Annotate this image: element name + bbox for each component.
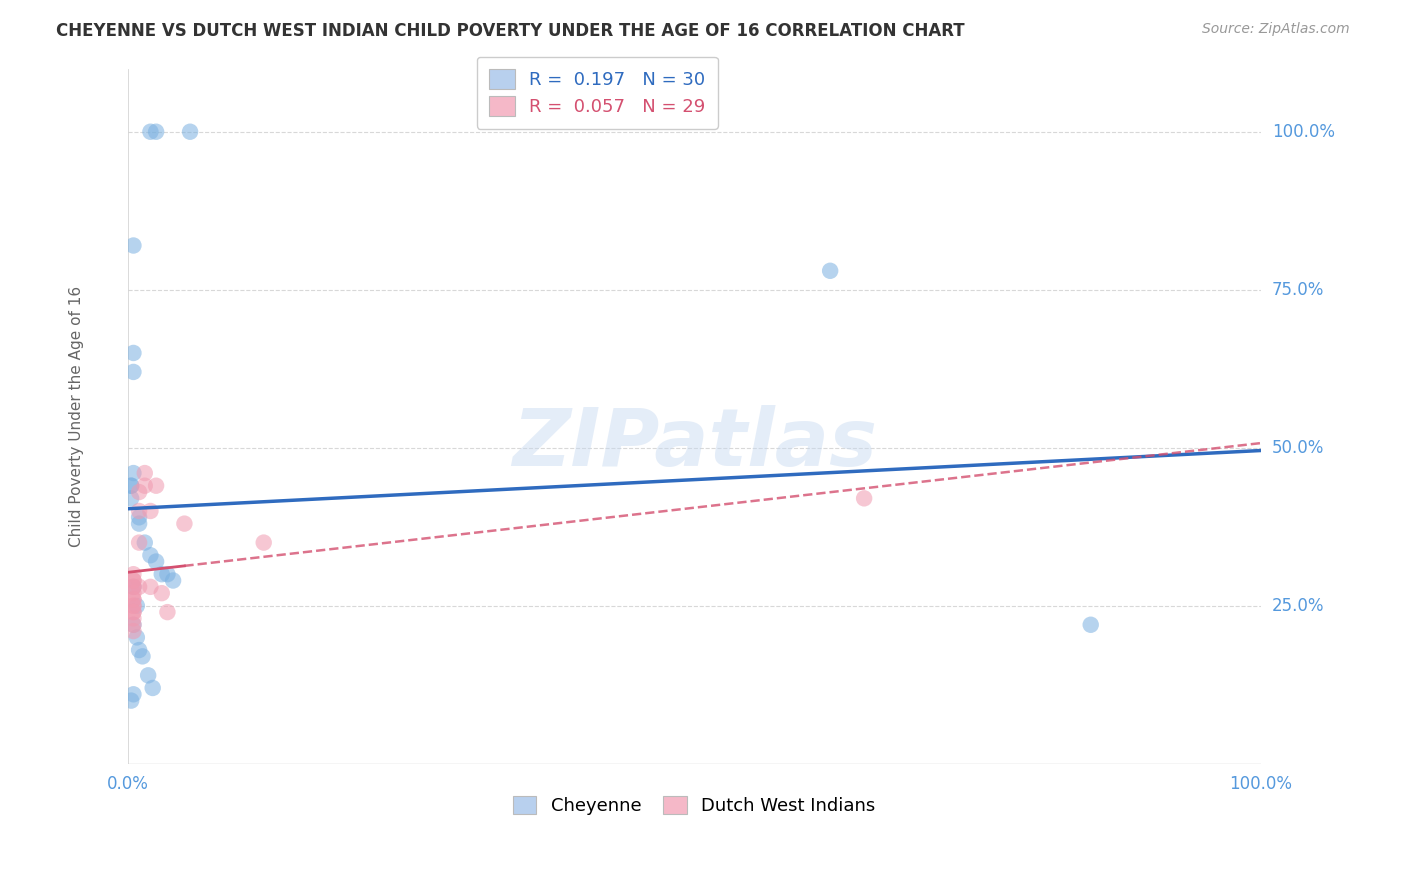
Point <box>122 365 145 379</box>
Point <box>128 504 150 518</box>
Point <box>128 485 150 500</box>
Text: Child Poverty Under the Age of 16: Child Poverty Under the Age of 16 <box>69 285 84 547</box>
Point <box>122 574 145 588</box>
Point <box>156 605 179 619</box>
Point <box>120 479 142 493</box>
Point <box>1080 617 1102 632</box>
Point <box>134 535 156 549</box>
Point <box>120 479 142 493</box>
Point <box>139 548 162 562</box>
Legend: Cheyenne, Dutch West Indians: Cheyenne, Dutch West Indians <box>503 787 884 824</box>
Text: CHEYENNE VS DUTCH WEST INDIAN CHILD POVERTY UNDER THE AGE OF 16 CORRELATION CHAR: CHEYENNE VS DUTCH WEST INDIAN CHILD POVE… <box>56 22 965 40</box>
Point <box>122 580 145 594</box>
Point <box>122 580 145 594</box>
Point <box>853 491 876 506</box>
Point <box>122 580 145 594</box>
Point <box>122 605 145 619</box>
Point <box>253 535 276 549</box>
Point <box>818 264 841 278</box>
Point <box>122 605 145 619</box>
Point <box>122 592 145 607</box>
Point <box>128 535 150 549</box>
Point <box>125 631 148 645</box>
Point <box>120 491 142 506</box>
Point <box>122 586 145 600</box>
Point <box>179 125 201 139</box>
Point <box>156 567 179 582</box>
Point <box>128 643 150 657</box>
Point <box>122 617 145 632</box>
Text: 100.0%: 100.0% <box>1229 775 1292 793</box>
Point <box>122 346 145 360</box>
Point <box>128 510 150 524</box>
Point <box>122 624 145 638</box>
Text: 25.0%: 25.0% <box>1272 597 1324 615</box>
Point <box>122 238 145 252</box>
Text: 75.0%: 75.0% <box>1272 281 1324 299</box>
Point <box>136 668 159 682</box>
Text: 0.0%: 0.0% <box>107 775 149 793</box>
Point <box>122 567 145 582</box>
Point <box>162 574 184 588</box>
Point <box>139 580 162 594</box>
Point <box>122 617 145 632</box>
Point <box>122 687 145 701</box>
Point <box>145 555 167 569</box>
Point <box>122 592 145 607</box>
Point <box>145 125 167 139</box>
Point <box>122 574 145 588</box>
Point <box>150 586 173 600</box>
Point <box>173 516 195 531</box>
Point <box>131 649 153 664</box>
Text: 100.0%: 100.0% <box>1272 123 1334 141</box>
Point <box>122 599 145 613</box>
Point <box>122 466 145 480</box>
Point <box>150 567 173 582</box>
Point <box>122 611 145 625</box>
Point <box>125 599 148 613</box>
Point <box>120 693 142 707</box>
Text: ZIPatlas: ZIPatlas <box>512 405 877 483</box>
Point <box>139 504 162 518</box>
Text: Source: ZipAtlas.com: Source: ZipAtlas.com <box>1202 22 1350 37</box>
Point <box>128 580 150 594</box>
Point <box>122 599 145 613</box>
Text: 50.0%: 50.0% <box>1272 439 1324 457</box>
Point <box>142 681 165 695</box>
Point <box>134 466 156 480</box>
Point <box>134 479 156 493</box>
Point <box>139 125 162 139</box>
Point <box>145 479 167 493</box>
Point <box>128 516 150 531</box>
